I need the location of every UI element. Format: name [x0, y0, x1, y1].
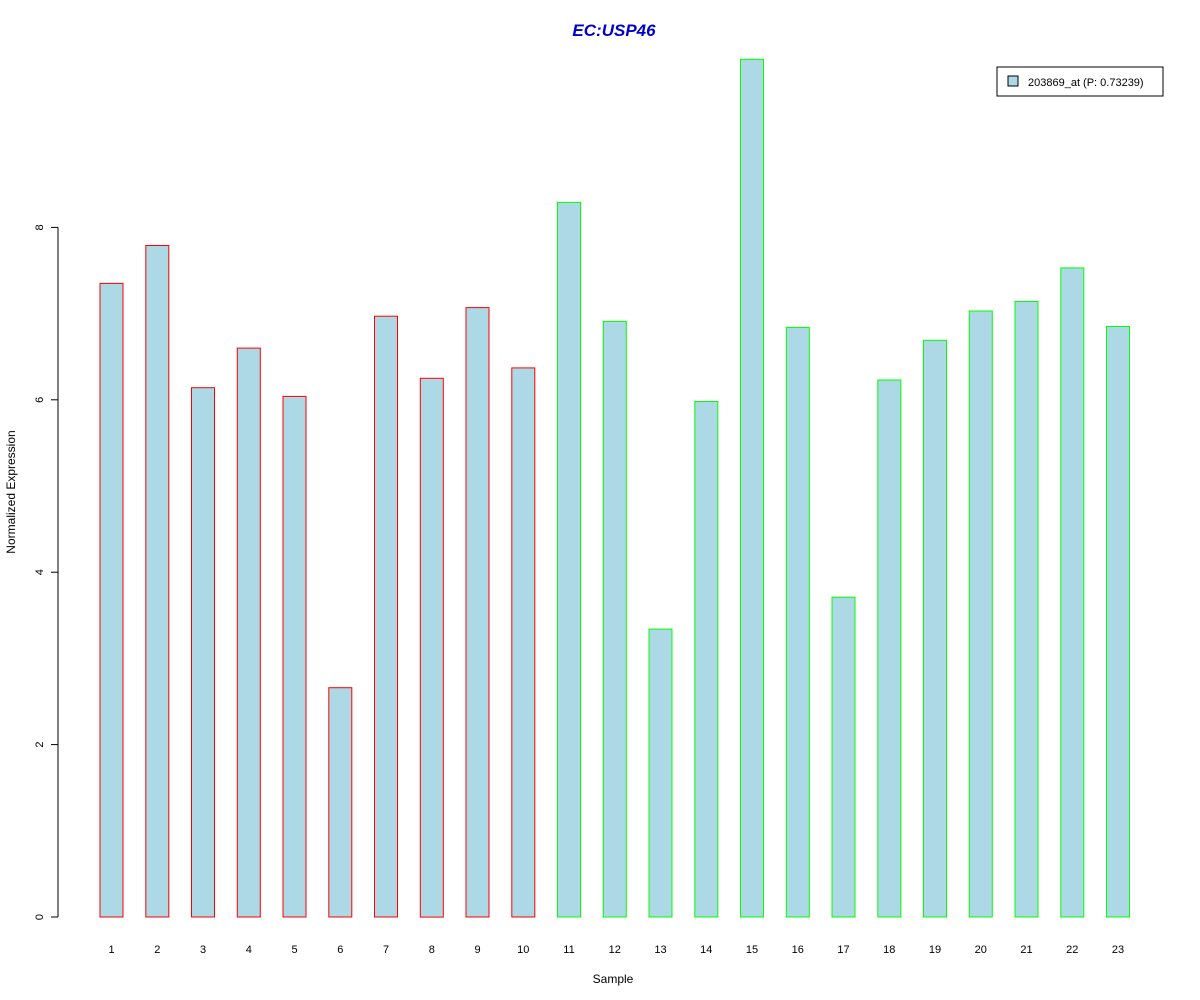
bar-sample-17: [831, 596, 856, 918]
x-tick-label: 2: [154, 944, 160, 956]
bar-sample-13: [648, 628, 673, 918]
bar-sample-15: [740, 58, 764, 918]
chart-title: EC:USP46: [572, 21, 656, 40]
bar-sample-22: [1060, 267, 1085, 918]
x-tick-label: 1: [108, 944, 114, 956]
bar-sample-9: [465, 307, 490, 918]
bar-sample-2: [145, 245, 170, 918]
x-tick-label: 7: [383, 944, 389, 956]
bar-sample-6: [328, 687, 353, 918]
x-tick-label: 20: [975, 944, 987, 956]
bar-sample-4: [236, 347, 261, 918]
x-axis-label: Sample: [593, 972, 634, 986]
x-tick-label: 10: [517, 944, 529, 956]
x-tick-label: 6: [337, 944, 343, 956]
y-tick-label: 8: [34, 224, 46, 230]
bar-sample-18: [877, 379, 902, 918]
y-axis-label: Normalized Expression: [4, 430, 18, 553]
bar-sample-16: [785, 326, 810, 918]
x-tick-label: 14: [700, 944, 712, 956]
legend-label: 203869_at (P: 0.73239): [1028, 77, 1144, 89]
y-tick-label: 0: [34, 914, 46, 920]
x-tick-labels: 1 2 3 4 5 6 7 8 9 10 11 12 13 14 15 16 17 18 19 20 21 22 23: [108, 944, 1124, 956]
bars-group: [99, 58, 1130, 918]
y-tick-label: 2: [34, 742, 46, 748]
x-tick-label: 16: [792, 944, 804, 956]
x-tick-label: 8: [429, 944, 435, 956]
bar-sample-21: [1014, 301, 1039, 918]
x-tick-label: 5: [291, 944, 297, 956]
x-tick-label: 11: [563, 944, 574, 956]
x-tick-label: 3: [200, 944, 206, 956]
legend-swatch: [1007, 75, 1019, 87]
bar-sample-20: [968, 310, 993, 918]
x-tick-label: 12: [609, 944, 621, 956]
bar-sample-7: [374, 315, 398, 918]
legend-box: [996, 66, 1164, 97]
x-tick-label: 9: [474, 944, 480, 956]
legend: 203869_at (P: 0.73239): [996, 66, 1164, 97]
bar-sample-3: [191, 387, 215, 918]
bar-sample-10: [511, 367, 536, 918]
x-tick-label: 17: [837, 944, 849, 956]
bar-sample-19: [923, 339, 947, 918]
x-tick-label: 18: [883, 944, 895, 956]
bar-sample-14: [694, 401, 719, 918]
y-tick-label: 6: [34, 397, 46, 403]
bar-sample-5: [282, 395, 307, 918]
x-tick-label: 4: [246, 944, 252, 956]
bar-sample-23: [1106, 326, 1130, 918]
x-tick-label: 22: [1066, 944, 1078, 956]
bar-sample-11: [557, 201, 581, 918]
x-tick-label: 23: [1112, 944, 1124, 956]
x-tick-label: 15: [746, 944, 758, 956]
y-axis: 0 2 4 6 8: [34, 224, 59, 920]
x-tick-label: 21: [1020, 944, 1032, 956]
bar-sample-12: [602, 320, 627, 918]
x-tick-label: 13: [654, 944, 666, 956]
x-tick-label: 19: [929, 944, 941, 956]
bar-sample-8: [419, 377, 444, 918]
bar-sample-1: [99, 282, 124, 918]
y-tick-label: 4: [34, 569, 46, 575]
